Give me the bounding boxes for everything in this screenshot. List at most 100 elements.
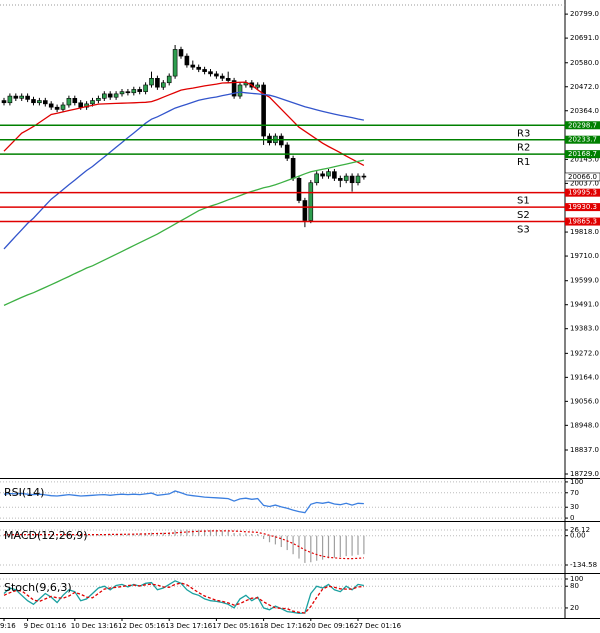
x-tick-label: 13 Dec 17:16 [165,622,213,630]
y-tick-label: 20037.0 [570,179,599,187]
macd-bar [363,535,365,555]
macd-bar [339,535,341,558]
y-tick-label: -134.58 [570,561,597,569]
candle-body [107,93,113,98]
panel-title: MACD(12,26,9) [4,529,88,542]
macd-bar [333,535,335,558]
candle-body [96,98,101,101]
candle-body [166,75,172,84]
macd-bar [74,534,76,536]
macd-bar [351,535,353,556]
macd-bar [310,535,312,563]
y-tick-label: 0 [570,514,574,522]
panel-title: Stoch(9,6,3) [4,581,72,594]
macd-bar [227,531,229,536]
y-tick-label: 20145.0 [570,155,599,163]
candle-body [131,89,137,94]
candle-body [314,173,320,184]
macd-bar [50,534,52,536]
x-tick-label: 17 Dec 05:16 [212,622,260,630]
candle-body [102,93,107,99]
y-tick-label: 19272.0 [570,349,599,357]
candle-body [78,102,83,108]
macd-bar [245,533,247,536]
candle-body [13,95,19,99]
y-tick-label: 20 [570,604,579,612]
level-name: R3 [517,128,530,139]
y-tick-label: 20364.0 [570,107,599,115]
candle-body [296,177,302,201]
candle-body [190,64,196,68]
macd-bar [38,534,40,536]
candle-body [220,75,225,79]
candle-body [178,49,184,57]
macd-bar [192,529,194,536]
macd-bar [345,535,347,557]
macd-bar [263,535,265,539]
y-tick-label: 19710.0 [570,252,599,260]
y-tick-label: 18948.0 [570,421,599,429]
candle-body [25,95,30,100]
y-tick-label: 19599.0 [570,277,599,285]
candle-body [202,69,207,72]
macd-bar [257,533,259,536]
candle-body [320,173,325,177]
level-tag [565,217,600,226]
candle-body [326,171,331,177]
candle-body [208,71,213,75]
macd-bar [286,535,288,551]
macd-bar [357,535,359,555]
macd-bar [15,534,17,536]
candle-body [42,100,48,105]
macd-bar [156,532,158,536]
candle-body [255,84,260,88]
macd-bar [251,533,253,536]
y-tick-label: 100 [570,478,583,486]
macd-bar [204,530,206,536]
line-series [3,159,365,306]
x-tick-label: 9 Dec 01:16 [24,622,67,630]
level-tag-label: 19995.3 [568,189,597,197]
candle-body [184,55,190,66]
macd-bar [62,534,64,536]
macd-bar [327,535,330,559]
last-price-tag [564,172,600,182]
candle-body [119,91,125,95]
candle-body [302,200,308,221]
line-series [3,91,365,250]
y-tick-label: 20799.0 [570,10,599,18]
candle-body [225,78,231,81]
level-tag [565,203,600,212]
macd-bar [322,535,324,560]
candle-body [290,157,296,179]
y-tick-label: 80 [570,582,579,590]
candle-body [155,78,160,88]
y-tick-label: 20472.0 [570,83,599,91]
macd-bar [209,530,212,536]
macd-bar [86,534,88,536]
macd-bar [109,534,111,536]
line-series [3,490,364,514]
x-tick-label: 10 Dec 13:16 [71,622,119,630]
candle-body [355,175,361,184]
candle-body [72,98,78,104]
x-tick-label: 27 Dec 01:16 [354,622,402,630]
y-tick-label: 18837.0 [570,446,599,454]
candle-body [332,171,337,179]
level-tag-label: 20233.7 [568,136,597,144]
candle-body [66,98,72,106]
macd-bar [139,533,141,536]
candle-body [284,144,290,159]
candle-body [161,82,166,88]
level-name: R2 [517,143,530,154]
x-tick-label: 9:16 [0,622,16,630]
level-name: R1 [517,157,530,168]
x-tick-label: 18 Dec 17:16 [260,622,308,630]
macd-bar [233,533,235,536]
candle-body [37,100,42,104]
macd-bar [121,533,123,536]
candle-body [54,106,60,110]
macd-bar [239,533,241,536]
